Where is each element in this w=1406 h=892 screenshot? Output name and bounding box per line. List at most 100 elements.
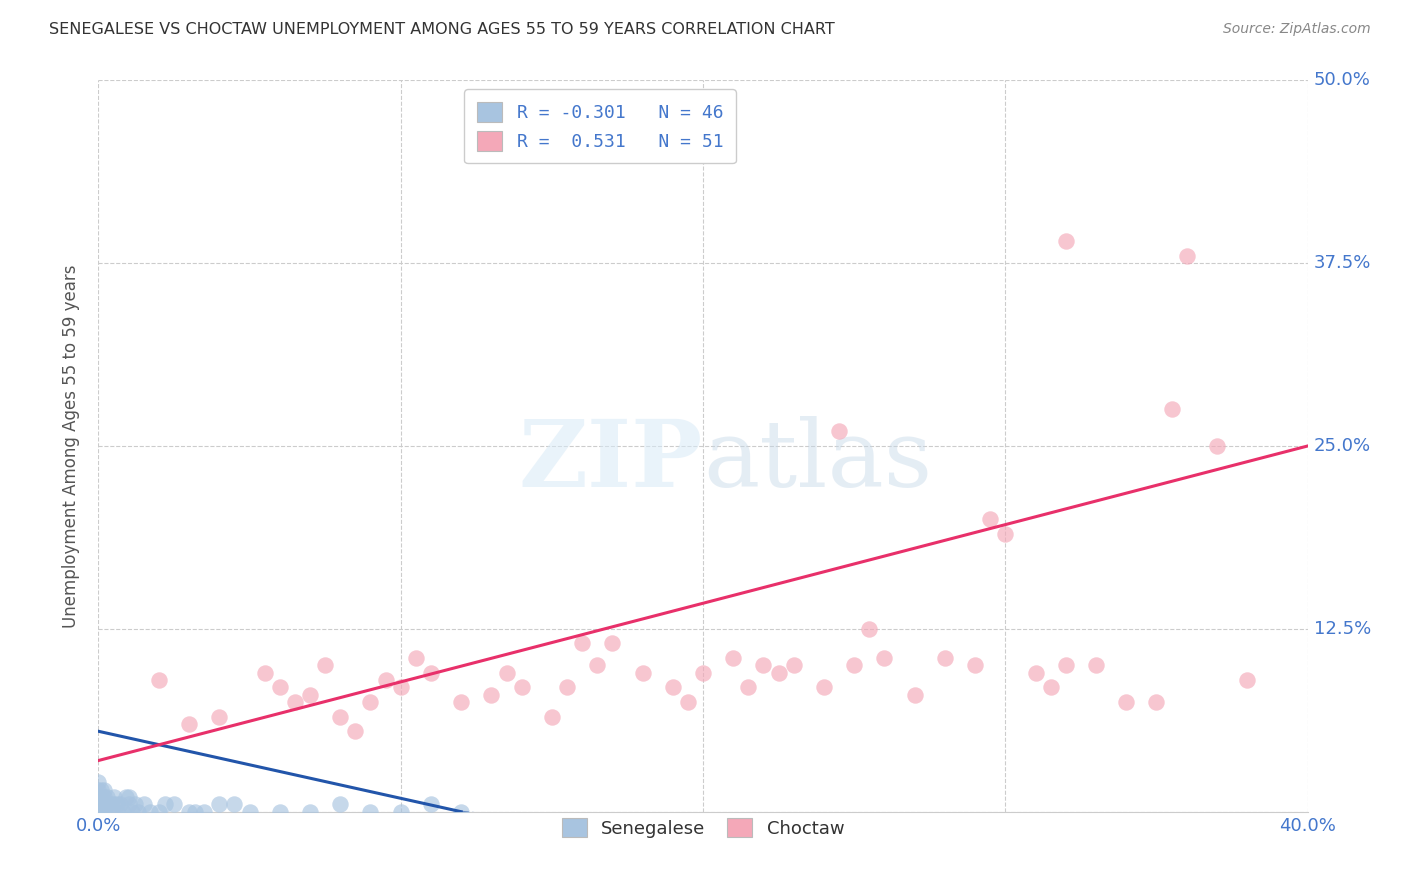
Point [676,695,699,709]
Point [93,805,115,819]
Text: atlas: atlas [703,416,932,506]
Point [405,651,427,665]
Point [844,658,866,673]
Point [127,805,149,819]
Point [118,790,141,805]
Point [1085,658,1108,673]
Point [631,665,654,680]
Point [934,651,956,665]
Point [148,805,170,819]
Point [179,805,201,819]
Point [344,724,367,739]
Point [1206,439,1229,453]
Point [1175,249,1198,263]
Point [1144,695,1167,709]
Point [90,805,112,819]
Point [752,658,775,673]
Point [858,622,880,636]
Point [163,797,186,812]
Point [121,805,143,819]
Point [93,790,115,805]
Point [239,805,262,819]
Point [269,805,291,819]
Point [139,805,162,819]
Text: 37.5%: 37.5% [1313,254,1371,272]
Point [90,790,112,805]
Point [873,651,896,665]
Point [103,797,125,812]
Point [1054,658,1077,673]
Point [737,681,759,695]
Point [103,790,125,805]
Point [965,658,987,673]
Point [299,688,322,702]
Point [540,709,562,723]
Point [87,805,110,819]
Text: 25.0%: 25.0% [1313,437,1371,455]
Point [105,805,128,819]
Point [96,790,118,805]
Point [153,797,176,812]
Point [602,636,624,650]
Point [148,673,170,687]
Point [904,688,927,702]
Point [495,665,517,680]
Point [87,790,110,805]
Point [111,805,134,819]
Point [114,790,136,805]
Point [571,636,593,650]
Point [420,797,443,812]
Point [1236,673,1258,687]
Point [586,658,609,673]
Point [450,805,472,819]
Point [90,797,112,812]
Point [1054,234,1077,248]
Point [179,717,201,731]
Point [813,681,835,695]
Text: SENEGALESE VS CHOCTAW UNEMPLOYMENT AMONG AGES 55 TO 59 YEARS CORRELATION CHART: SENEGALESE VS CHOCTAW UNEMPLOYMENT AMONG… [49,22,835,37]
Point [420,665,443,680]
Point [96,797,118,812]
Point [124,797,146,812]
Point [783,658,806,673]
Point [450,695,472,709]
Point [374,673,396,687]
Point [510,681,533,695]
Point [768,665,790,680]
Point [555,681,578,695]
Legend: Senegalese, Choctaw: Senegalese, Choctaw [553,809,853,847]
Point [253,665,276,680]
Point [108,797,131,812]
Point [994,526,1017,541]
Point [284,695,307,709]
Point [1039,681,1062,695]
Point [1160,402,1182,417]
Point [87,775,110,789]
Point [118,797,141,812]
Y-axis label: Unemployment Among Ages 55 to 59 years: Unemployment Among Ages 55 to 59 years [62,264,80,628]
Point [208,797,231,812]
Point [329,709,352,723]
Point [389,805,412,819]
Point [90,782,112,797]
Point [269,681,291,695]
Point [299,805,322,819]
Text: 12.5%: 12.5% [1313,620,1371,638]
Point [87,797,110,812]
Point [314,658,336,673]
Point [360,695,382,709]
Point [979,512,1001,526]
Point [93,782,115,797]
Point [329,797,352,812]
Point [1024,665,1046,680]
Text: ZIP: ZIP [519,416,703,506]
Point [208,709,231,723]
Point [105,797,128,812]
Point [389,681,412,695]
Point [93,797,115,812]
Point [1115,695,1137,709]
Point [692,665,714,680]
Point [828,425,851,439]
Point [481,688,503,702]
Text: Source: ZipAtlas.com: Source: ZipAtlas.com [1223,22,1371,37]
